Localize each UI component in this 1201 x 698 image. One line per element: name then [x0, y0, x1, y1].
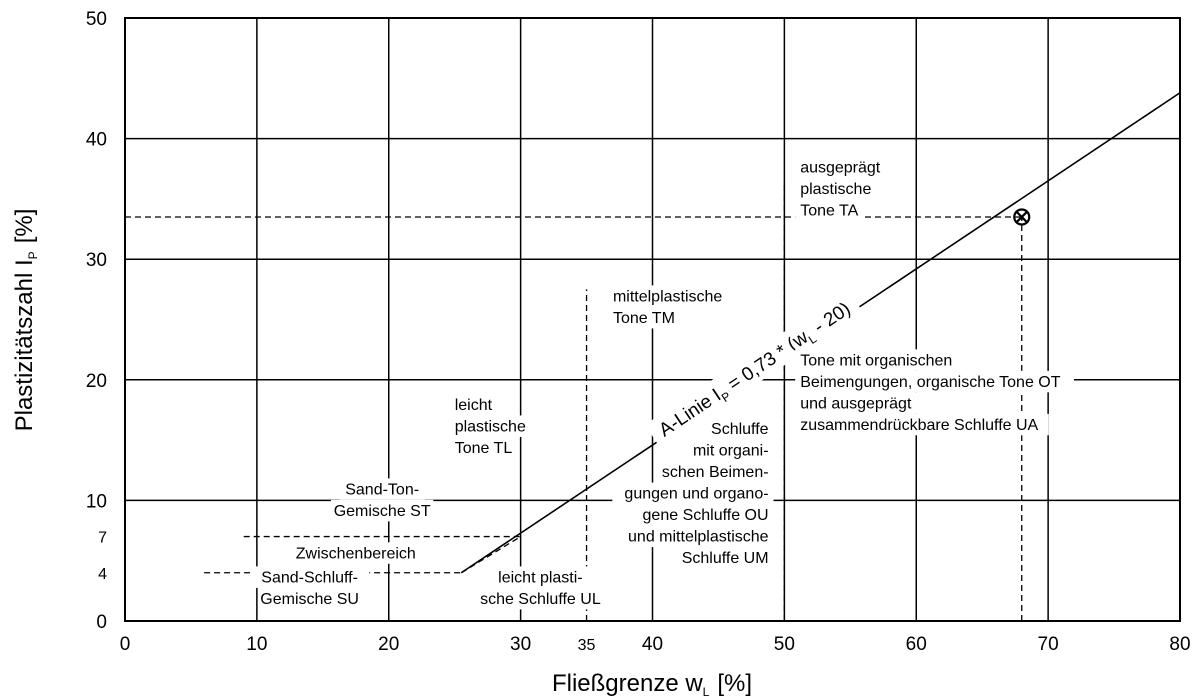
a-line-label-bg	[644, 289, 864, 449]
region-label-line: Tone TL	[455, 440, 513, 457]
region-label-bg	[449, 436, 519, 459]
y-tick-label-7: 7	[98, 530, 107, 547]
sample-marker-cross-b	[1015, 210, 1028, 224]
y-axis-label: Plastizitätszahl IP [%]	[11, 209, 40, 432]
y-tick-label-40: 40	[86, 130, 107, 151]
region-label-line: Tone mit organischen	[800, 352, 952, 369]
tick-labels: 0 10 20 30 35 40 50 60 70 80 0 4 7 10 20 30 40 50	[86, 9, 1191, 655]
region-label-line: Sand-Schluff-	[261, 569, 358, 586]
region-label-3: leicht plastische Tone TL	[449, 393, 544, 459]
y-tick-label-50: 50	[86, 9, 107, 30]
x-axis-label-main: Fließgrenze w	[552, 670, 703, 697]
region-label-bg	[287, 542, 424, 564]
region-label-bg	[449, 393, 511, 416]
region-label-bg	[339, 478, 425, 500]
region-label-line: Gemische SU	[260, 591, 359, 608]
region-label-bg	[795, 370, 1074, 393]
region-label-bg	[607, 306, 677, 329]
x-tick-label-50: 50	[774, 634, 795, 655]
region-label-line: plastische	[455, 418, 526, 435]
region-label-line: Zwischenbereich	[296, 545, 416, 562]
region-label-bg	[795, 199, 864, 221]
x-axis-label-unit: [%]	[717, 670, 752, 697]
region-label-bg	[629, 504, 774, 526]
region-label-line: gene Schluffe OU	[643, 507, 769, 524]
region-label-line: Tone TA	[800, 202, 858, 219]
region-label-bg	[612, 482, 774, 505]
region-label-line: gungen und organo-	[624, 486, 768, 503]
region-label-line: ausgeprägt	[800, 159, 881, 176]
region-label-4: Schluffe mit organi-schen Beimen-gungen u…	[595, 418, 774, 569]
region-label-6: Zwischenbereich	[287, 542, 424, 564]
region-label-bg	[795, 392, 923, 414]
region-label-bg	[795, 413, 1049, 436]
region-label-bg	[476, 566, 605, 588]
plot-frame	[124, 17, 1181, 622]
region-label-bg	[671, 439, 774, 462]
x-tick-label-10: 10	[246, 634, 267, 655]
region-labels: ausgeprägt plastische Tone TA mittelplastis…	[250, 156, 1074, 610]
region-label-bg	[595, 525, 774, 548]
x-tick-label-20: 20	[378, 634, 399, 655]
region-label-line: Beimengungen, organische Tone OT	[800, 374, 1061, 391]
y-tick-label-10: 10	[86, 491, 107, 512]
region-label-line: sche Schluffe UL	[480, 591, 601, 608]
region-label-bg	[795, 156, 890, 178]
y-tick-label-0: 0	[96, 612, 107, 633]
region-label-bg	[671, 547, 774, 569]
y-tick-label-30: 30	[86, 250, 107, 271]
x-axis-label-sub: L	[703, 685, 710, 698]
region-label-line: Schluffe UM	[682, 550, 769, 567]
region-label-5: Sand-Ton- Gemische ST	[330, 478, 434, 522]
region-label-bg	[795, 349, 974, 371]
region-label-bg	[330, 499, 434, 522]
sample-marker	[1013, 208, 1031, 226]
region-label-line: zusammendrückbare Schluffe UA	[800, 417, 1038, 434]
region-label-0: ausgeprägt plastische Tone TA	[795, 156, 890, 221]
x-tick-label-30: 30	[510, 634, 531, 655]
x-tick-label-60: 60	[906, 634, 927, 655]
region-label-line: und ausgeprägt	[800, 395, 912, 412]
region-label-line: leicht	[455, 397, 493, 414]
region-label-line: Sand-Ton-	[345, 481, 419, 498]
sample-marker-circle	[1013, 208, 1031, 226]
y-tick-label-4: 4	[98, 566, 107, 583]
y-axis-label-main: Plastizitätszahl I	[11, 259, 38, 431]
region-label-bg	[696, 418, 774, 440]
region-label-line: plastische	[800, 181, 871, 198]
region-label-bg	[607, 285, 753, 307]
region-label-line: Tone TM	[613, 310, 675, 327]
region-label-bg	[250, 566, 370, 588]
region-label-line: mit organi-	[693, 443, 769, 460]
x-tick-label-80: 80	[1169, 634, 1190, 655]
region-label-8: leicht plasti-sche Schluffe UL	[468, 566, 613, 610]
x-tick-label-40: 40	[642, 634, 663, 655]
x-tick-label-35: 35	[578, 637, 596, 654]
region-label-line: schen Beimen-	[662, 464, 769, 481]
x-tick-label-70: 70	[1038, 634, 1059, 655]
region-label-1: mittelplastische Tone TM	[607, 285, 753, 329]
region-label-bg	[449, 415, 544, 437]
y-axis-label-sub: P	[26, 251, 40, 259]
region-label-bg	[258, 587, 361, 610]
region-label-line: leicht plasti-	[498, 569, 582, 586]
x-tick-label-0: 0	[120, 634, 131, 655]
region-label-bg	[795, 177, 890, 200]
region-label-line: Gemische ST	[334, 503, 431, 520]
region-label-bg	[654, 461, 774, 483]
region-label-line: mittelplastische	[613, 288, 722, 305]
region-label-2: Tone mit organischen Beimengungen, organi…	[795, 349, 1074, 436]
region-label-line: Schluffe	[711, 421, 769, 438]
region-label-line: und mittelplastische	[628, 529, 769, 546]
x-axis-label: Fließgrenze wL [%]	[552, 670, 752, 698]
y-tick-label-20: 20	[86, 371, 107, 392]
region-label-bg	[468, 587, 613, 610]
region-label-7: Sand-Schluff- Gemische SU	[250, 566, 370, 610]
y-axis-label-unit: [%]	[11, 209, 38, 244]
